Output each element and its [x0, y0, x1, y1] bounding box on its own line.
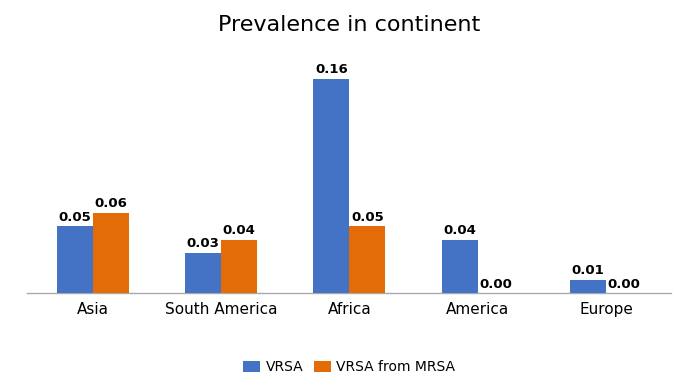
Bar: [442, 240, 477, 293]
Text: 0.00: 0.00: [608, 277, 640, 291]
Bar: [92, 213, 129, 293]
Text: 0.04: 0.04: [443, 224, 476, 237]
Bar: [570, 280, 606, 293]
Text: 0.06: 0.06: [94, 197, 127, 210]
Text: 0.05: 0.05: [351, 211, 384, 223]
Bar: [57, 226, 92, 293]
Text: 0.16: 0.16: [315, 63, 348, 76]
Text: 0.00: 0.00: [479, 277, 512, 291]
Bar: [221, 240, 257, 293]
Text: 0.03: 0.03: [186, 237, 219, 250]
Bar: [314, 79, 349, 293]
Text: 0.01: 0.01: [572, 264, 604, 277]
Title: Prevalence in continent: Prevalence in continent: [219, 15, 480, 35]
Text: 0.04: 0.04: [223, 224, 256, 237]
Bar: [185, 253, 221, 293]
Bar: [349, 226, 385, 293]
Text: 0.05: 0.05: [58, 211, 91, 223]
Legend: VRSA, VRSA from MRSA: VRSA, VRSA from MRSA: [238, 355, 461, 376]
